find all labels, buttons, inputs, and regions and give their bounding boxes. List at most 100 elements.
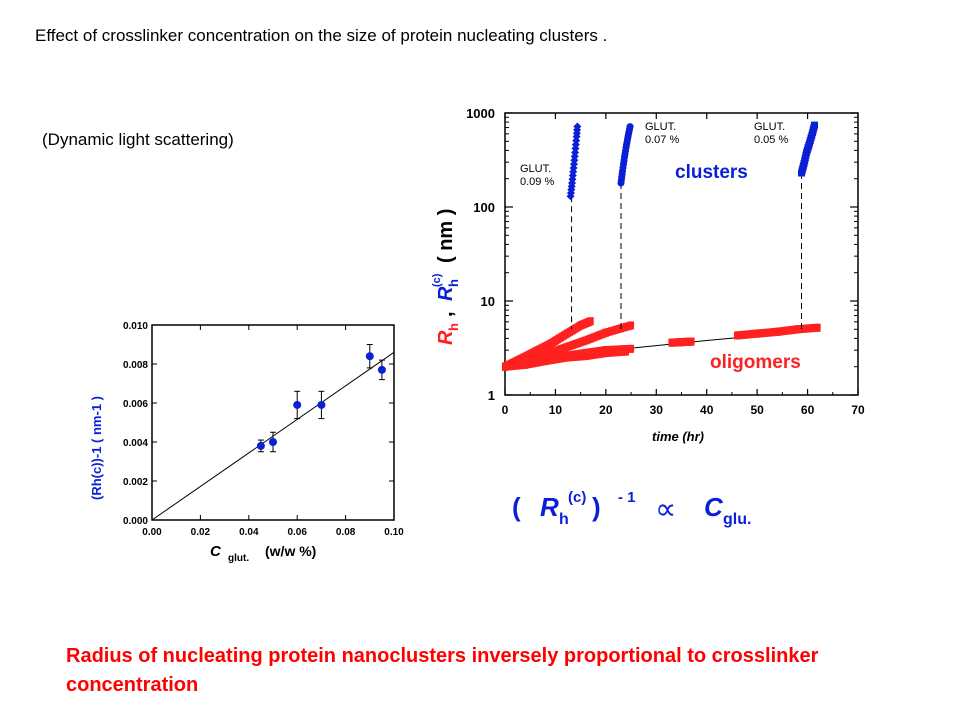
cluster-point <box>566 188 575 197</box>
oligomer-point <box>516 359 523 368</box>
oligomer-point <box>559 332 566 341</box>
oligomer-point <box>520 360 527 369</box>
oligomer-point <box>540 355 547 364</box>
right-ylabel-h: h <box>446 323 461 331</box>
cluster-point <box>801 157 809 165</box>
right-x-tick-label: 60 <box>801 403 815 417</box>
left-x-tick-label: 0.10 <box>384 527 404 538</box>
oligomer-point <box>520 353 527 362</box>
oligomer-point <box>539 343 546 352</box>
oligomer-point <box>679 338 686 347</box>
oligomer-point <box>596 331 603 340</box>
oligomer-point <box>530 357 537 366</box>
cluster-point <box>568 171 577 180</box>
oligomer-point <box>540 357 547 366</box>
oligomer-point <box>506 361 513 370</box>
oligomer-point <box>814 323 821 332</box>
oligomer-point <box>562 343 569 352</box>
oligomer-point <box>602 348 609 357</box>
oligomer-point <box>518 354 525 363</box>
oligomer-point <box>681 337 688 346</box>
oligomer-point <box>738 331 745 340</box>
oligomer-point <box>588 348 595 357</box>
cluster-point <box>617 176 625 184</box>
oligomer-point <box>798 324 805 333</box>
left-y-tick-label: 0.006 <box>123 399 148 410</box>
oligomer-point <box>546 354 553 363</box>
cluster-point <box>808 131 816 139</box>
right-ylabel-R2: R <box>435 286 457 301</box>
left-data-point <box>377 365 386 374</box>
oligomer-point <box>623 345 630 354</box>
right-x-tick-label: 70 <box>851 403 865 417</box>
oligomer-point <box>788 326 795 335</box>
oligomer-point <box>522 358 529 367</box>
oligomer-point <box>532 357 539 366</box>
oligomer-point <box>620 345 627 354</box>
oligomer-point <box>768 328 775 337</box>
oligomer-point <box>510 361 517 370</box>
oligomer-point <box>523 352 530 361</box>
oligomer-point <box>536 356 543 365</box>
clusters-label: clusters <box>675 162 748 183</box>
oligomer-point <box>786 326 793 335</box>
oligomer-point <box>680 338 687 347</box>
oligomer-point <box>528 355 535 364</box>
oligomer-point <box>514 356 521 365</box>
cluster-point <box>626 125 634 133</box>
oligomer-point <box>764 328 771 337</box>
cluster-point <box>625 127 633 135</box>
oligomer-point <box>512 357 519 366</box>
oligomer-point <box>547 339 554 348</box>
oligomer-point <box>506 361 513 370</box>
oligomer-point <box>592 350 599 359</box>
oligomer-point <box>760 329 767 338</box>
left-ylabel: (Rh(c))-1 ( nm-1 ) <box>89 396 104 500</box>
formula-open: ( <box>512 492 521 522</box>
oligomer-point <box>590 347 597 356</box>
oligomer-point <box>572 350 579 359</box>
right-ylabel-h2: h <box>446 279 461 287</box>
cluster-point <box>803 149 811 157</box>
oligomer-point <box>688 337 695 346</box>
oligomer-point <box>578 320 585 329</box>
cluster-point <box>799 164 807 172</box>
oligomer-point <box>582 348 589 357</box>
cluster-point <box>619 164 627 172</box>
oligomer-point <box>535 345 542 354</box>
oligomer-point <box>620 323 627 332</box>
oligomer-point <box>570 352 577 361</box>
oligomer-point <box>615 345 622 354</box>
oligomer-point <box>804 324 811 333</box>
oligomer-point <box>508 362 515 371</box>
oligomer-point <box>607 345 614 354</box>
right-trend-line <box>504 328 818 368</box>
oligomer-point <box>607 327 614 336</box>
oligomer-point <box>596 349 603 358</box>
oligomer-point <box>552 355 559 364</box>
oligomer-point <box>546 356 553 365</box>
oligomer-point <box>560 353 567 362</box>
oligomer-point <box>504 362 511 371</box>
oligomer-point <box>567 327 574 336</box>
oligomer-point <box>623 322 630 331</box>
oligomer-point <box>596 346 603 355</box>
oligomer-point <box>508 360 515 369</box>
oligomer-point <box>577 321 584 330</box>
oligomer-point <box>685 337 692 346</box>
oligomer-point <box>552 353 559 362</box>
oligomer-point <box>509 358 516 367</box>
oligomer-point <box>812 323 819 332</box>
oligomer-point <box>582 351 589 360</box>
oligomer-point <box>556 354 563 363</box>
oligomer-point <box>522 360 529 369</box>
oligomer-point <box>556 334 563 343</box>
oligomer-point <box>750 329 757 338</box>
oligomer-point <box>574 323 581 332</box>
oligomer-point <box>570 340 577 349</box>
oligomer-point <box>600 346 607 355</box>
oligomer-point <box>610 326 617 335</box>
left-data-point <box>293 400 302 409</box>
oligomer-point <box>527 349 534 358</box>
